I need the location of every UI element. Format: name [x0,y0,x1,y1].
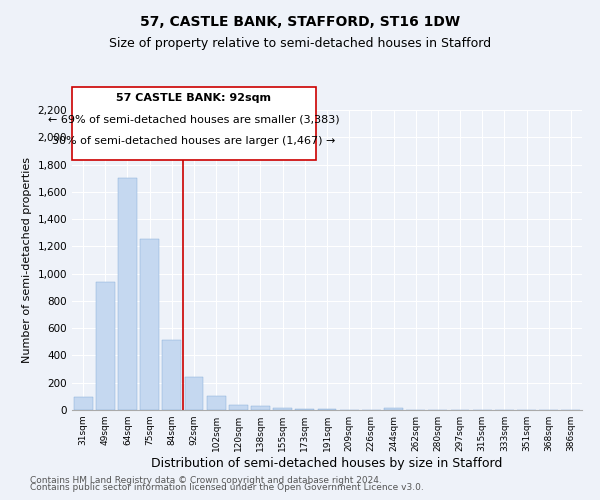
FancyBboxPatch shape [72,87,316,160]
Bar [163,340,181,410]
Bar [140,239,159,410]
Bar [74,398,92,410]
Bar [384,408,403,410]
Bar [118,178,137,410]
Bar [273,408,292,410]
Text: Contains public sector information licensed under the Open Government Licence v3: Contains public sector information licen… [30,484,424,492]
Bar [207,396,226,410]
Bar [185,376,203,410]
Bar [96,282,115,410]
Bar [295,408,314,410]
Bar [229,404,248,410]
Text: 57, CASTLE BANK, STAFFORD, ST16 1DW: 57, CASTLE BANK, STAFFORD, ST16 1DW [140,15,460,29]
Y-axis label: Number of semi-detached properties: Number of semi-detached properties [22,157,32,363]
Text: 57 CASTLE BANK: 92sqm: 57 CASTLE BANK: 92sqm [116,92,271,102]
Bar [251,406,270,410]
Text: Size of property relative to semi-detached houses in Stafford: Size of property relative to semi-detach… [109,38,491,51]
Text: 30% of semi-detached houses are larger (1,467) →: 30% of semi-detached houses are larger (… [52,136,335,146]
Text: ← 69% of semi-detached houses are smaller (3,383): ← 69% of semi-detached houses are smalle… [48,114,340,124]
Text: Contains HM Land Registry data © Crown copyright and database right 2024.: Contains HM Land Registry data © Crown c… [30,476,382,485]
X-axis label: Distribution of semi-detached houses by size in Stafford: Distribution of semi-detached houses by … [151,457,503,470]
